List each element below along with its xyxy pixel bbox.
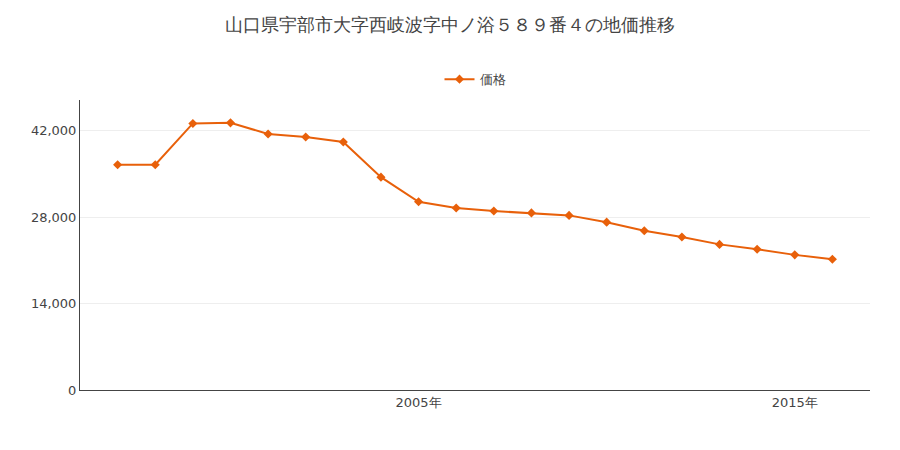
svg-text:0: 0 <box>68 383 76 398</box>
svg-text:14,000: 14,000 <box>31 296 77 311</box>
svg-text:山口県宇部市大字西岐波字中ノ浴５８９番４の地価推移: 山口県宇部市大字西岐波字中ノ浴５８９番４の地価推移 <box>225 14 675 35</box>
svg-text:2015年: 2015年 <box>772 395 818 410</box>
svg-text:価格: 価格 <box>480 72 506 87</box>
svg-text:42,000: 42,000 <box>31 123 77 138</box>
svg-text:2005年: 2005年 <box>396 395 442 410</box>
svg-text:28,000: 28,000 <box>31 210 77 225</box>
